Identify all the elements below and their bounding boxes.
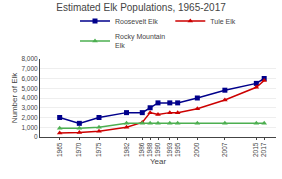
svg-text:Number of Elk: Number of Elk bbox=[10, 72, 19, 124]
svg-text:Estimated Elk Populations, 196: Estimated Elk Populations, 1965-2017 bbox=[56, 2, 226, 13]
svg-text:1,000: 1,000 bbox=[21, 124, 38, 131]
svg-text:2,000: 2,000 bbox=[21, 114, 38, 121]
svg-text:7,000: 7,000 bbox=[21, 65, 38, 72]
svg-text:Tule Elk: Tule Elk bbox=[210, 18, 236, 25]
svg-text:1993: 1993 bbox=[166, 142, 173, 157]
svg-text:1988: 1988 bbox=[146, 142, 153, 157]
svg-text:Roosevelt Elk: Roosevelt Elk bbox=[115, 18, 158, 25]
svg-text:6,000: 6,000 bbox=[21, 75, 38, 82]
svg-text:Rocky MountainElk: Rocky MountainElk bbox=[115, 33, 165, 49]
svg-text:3,000: 3,000 bbox=[21, 104, 38, 111]
svg-text:1986: 1986 bbox=[138, 142, 145, 157]
svg-text:4,000: 4,000 bbox=[21, 94, 38, 101]
svg-text:1982: 1982 bbox=[123, 142, 130, 157]
svg-text:1965: 1965 bbox=[56, 142, 63, 157]
svg-text:Year: Year bbox=[150, 157, 167, 166]
svg-text:1990: 1990 bbox=[154, 142, 161, 157]
svg-text:2000: 2000 bbox=[193, 142, 200, 157]
svg-text:1995: 1995 bbox=[174, 142, 181, 157]
svg-text:2007: 2007 bbox=[221, 142, 228, 157]
svg-text:1975: 1975 bbox=[95, 142, 102, 157]
svg-text:8,000: 8,000 bbox=[21, 55, 38, 62]
svg-text:5,000: 5,000 bbox=[21, 85, 38, 92]
svg-text:1970: 1970 bbox=[75, 142, 82, 157]
svg-text:2015: 2015 bbox=[252, 142, 259, 157]
svg-text:0: 0 bbox=[34, 133, 38, 140]
svg-text:2017: 2017 bbox=[260, 142, 267, 157]
